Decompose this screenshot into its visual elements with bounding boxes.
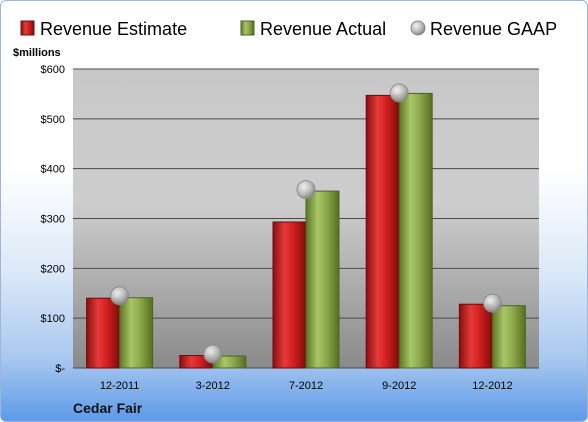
legend-label: Revenue Actual [260, 19, 386, 39]
y-unit-label: $millions [13, 47, 61, 59]
estimate-bar [365, 94, 400, 369]
x-tick-label: 9-2012 [382, 380, 416, 392]
legend-label: Revenue Estimate [40, 19, 187, 39]
legend-label: Revenue GAAP [430, 19, 557, 39]
legend: Revenue Estimate Revenue Actual Revenue GA… [20, 19, 557, 39]
gaap-marker [203, 344, 223, 364]
legend-swatch [240, 20, 255, 36]
y-tick-label: $- [55, 363, 65, 375]
actual-bar [491, 305, 526, 369]
gaap-marker [389, 83, 409, 103]
y-axis-ticks: $- $100 $200 $300 $400 $500 $600 [41, 64, 66, 375]
estimate-bar [86, 297, 121, 369]
legend-swatch [410, 20, 426, 36]
y-tick-label: $400 [41, 164, 65, 176]
y-tick-label: $500 [41, 114, 65, 126]
x-tick-label: 3-2012 [196, 380, 230, 392]
bars [86, 92, 526, 369]
estimate-bar [458, 303, 493, 369]
x-tick-label: 12-2011 [100, 380, 140, 392]
y-tick-label: $600 [41, 64, 65, 76]
x-tick-label: 7-2012 [289, 380, 323, 392]
legend-swatch [20, 20, 35, 36]
actual-bar [305, 190, 340, 369]
y-tick-label: $200 [41, 263, 65, 275]
gaap-marker [296, 180, 316, 200]
y-tick-label: $100 [41, 313, 65, 325]
gaap-marker [110, 286, 130, 306]
actual-bar [398, 92, 433, 369]
y-tick-label: $300 [41, 214, 65, 226]
gaap-marker [482, 293, 502, 313]
estimate-bar [272, 221, 307, 369]
company-label: Cedar Fair [73, 400, 143, 416]
x-axis-ticks: 12-2011 3-2012 7-2012 9-2012 12-2012 [100, 380, 513, 392]
x-tick-label: 12-2012 [472, 380, 512, 392]
actual-bar [119, 297, 154, 369]
gaap-markers [110, 83, 502, 364]
